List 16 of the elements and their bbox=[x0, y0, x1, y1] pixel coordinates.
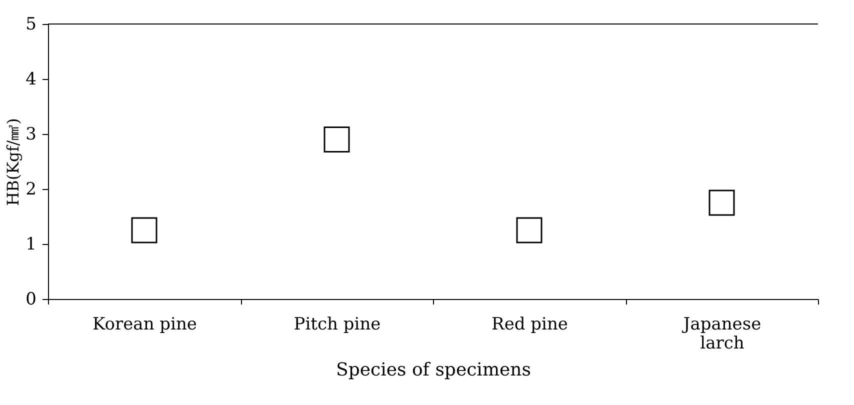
point bbox=[131, 217, 158, 244]
x-axis-title: Species of specimens bbox=[336, 360, 531, 380]
point bbox=[324, 126, 350, 152]
x-tick-label: Japanese larch bbox=[681, 314, 762, 354]
y-tick-label: 1 bbox=[26, 234, 36, 254]
y-axis-title: HB(Kgf/㎟) bbox=[4, 118, 23, 206]
point bbox=[516, 217, 542, 244]
y-tick-label: 0 bbox=[26, 290, 36, 310]
point bbox=[708, 190, 735, 216]
x-tick-label: Korean pine bbox=[92, 314, 197, 334]
y-tick-label: 2 bbox=[26, 180, 36, 200]
y-tick-label: 4 bbox=[26, 70, 36, 90]
x-tick-label: Red pine bbox=[492, 314, 568, 334]
x-tick-label: Pitch pine bbox=[294, 314, 381, 334]
y-tick-label: 3 bbox=[26, 124, 36, 144]
y-tick-label: 5 bbox=[26, 14, 36, 34]
